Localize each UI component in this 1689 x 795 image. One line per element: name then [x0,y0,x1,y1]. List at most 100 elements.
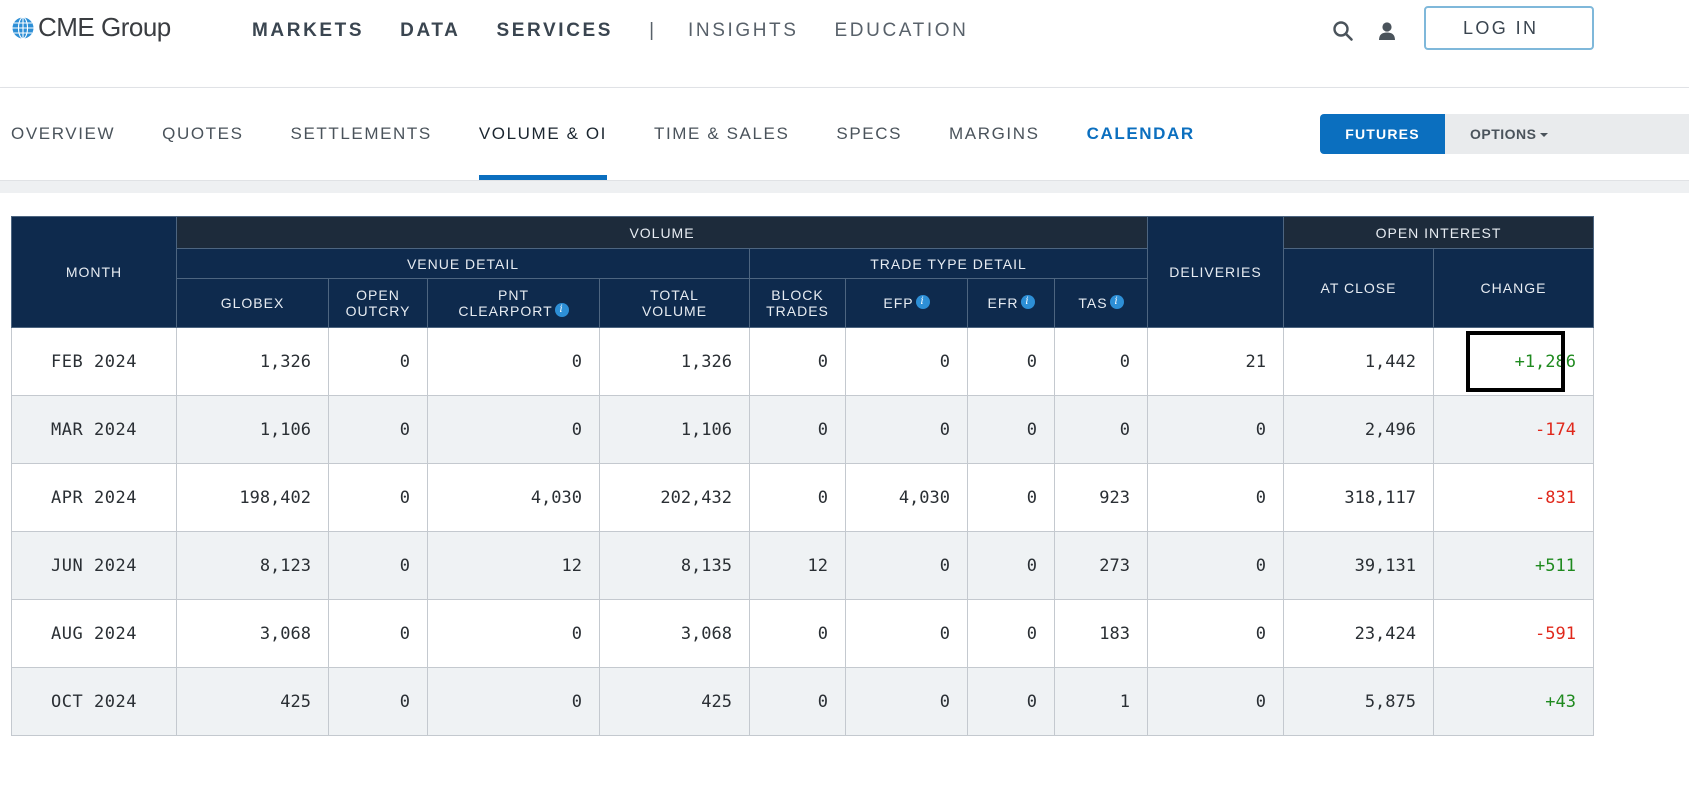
tab-specs[interactable]: SPECS [836,124,903,143]
caret-down-icon [1539,133,1548,138]
cell-block-trades: 0 [749,463,846,532]
col-block-line1: BLOCK [771,287,824,303]
cell-pnt-clearport: 4,030 [427,463,600,532]
table-row: FEB 2024 1,326 0 0 1,326 0 0 0 0 21 1,442 +1,286 [11,327,1594,396]
col-efp[interactable]: EFP i [845,278,968,328]
col-open-outcry-line2: OUTCRY [345,303,411,319]
cell-pnt-clearport: 0 [427,599,600,668]
cell-pnt-clearport: 0 [427,327,600,396]
col-pnt-clearport[interactable]: PNT CLEARPORT i [427,278,600,328]
cell-at-close: 318,117 [1283,463,1434,532]
info-icon[interactable]: i [915,295,930,309]
cell-total-volume: 3,068 [599,599,750,668]
cell-deliveries: 0 [1147,531,1284,600]
group-volume: VOLUME [176,216,1148,249]
cell-globex: 8,123 [176,531,329,600]
cell-efp: 0 [845,395,968,464]
cell-efr: 0 [967,327,1055,396]
nav-services[interactable]: SERVICES [496,20,614,41]
col-efr-label: EFR [987,295,1019,311]
cell-tas: 1 [1054,667,1148,736]
col-deliveries[interactable]: DELIVERIES [1147,216,1284,328]
cell-efr: 0 [967,395,1055,464]
nav-divider: | [649,20,654,41]
col-tas[interactable]: TAS i [1054,278,1148,328]
cell-efr: 0 [967,531,1055,600]
info-icon[interactable]: i [1020,295,1035,309]
nav-data[interactable]: DATA [400,20,461,41]
tab-overview[interactable]: OVERVIEW [11,124,116,143]
col-open-outcry[interactable]: OPEN OUTCRY [328,278,428,328]
cell-globex: 3,068 [176,599,329,668]
info-icon[interactable]: i [554,303,569,317]
cell-change: +1,286 [1433,327,1594,396]
cell-deliveries: 21 [1147,327,1284,396]
tab-volume-oi[interactable]: VOLUME & OI [478,88,608,180]
cell-total-volume: 425 [599,667,750,736]
user-icon[interactable] [1374,18,1400,44]
col-tas-label: TAS [1078,295,1108,311]
col-block-trades[interactable]: BLOCK TRADES [749,278,846,328]
brand-name: CME Group [38,12,171,42]
cell-at-close: 2,496 [1283,395,1434,464]
col-total-line1: TOTAL [650,287,699,303]
cme-logo[interactable]: CME Group [11,12,171,43]
cell-open-outcry: 0 [328,395,428,464]
cell-change: -591 [1433,599,1594,668]
cell-globex: 1,106 [176,395,329,464]
cell-open-outcry: 0 [328,327,428,396]
cell-total-volume: 202,432 [599,463,750,532]
cell-deliveries: 0 [1147,667,1284,736]
cell-at-close: 1,442 [1283,327,1434,396]
cell-tas: 273 [1054,531,1148,600]
cell-open-outcry: 0 [328,531,428,600]
cell-tas: 0 [1054,395,1148,464]
cell-open-outcry: 0 [328,667,428,736]
cell-total-volume: 1,106 [599,395,750,464]
cell-block-trades: 0 [749,599,846,668]
search-icon[interactable] [1330,18,1356,44]
cell-efp: 4,030 [845,463,968,532]
cell-change: +43 [1433,667,1594,736]
nav-markets[interactable]: MARKETS [252,20,365,41]
tab-time-sales[interactable]: TIME & SALES [653,124,790,143]
tab-settlements[interactable]: SETTLEMENTS [290,124,432,143]
table-row: MAR 2024 1,106 0 0 1,106 0 0 0 0 0 2,496 -174 [11,395,1594,464]
section-divider [0,181,1689,193]
cell-block-trades: 12 [749,531,846,600]
table-row: AUG 2024 3,068 0 0 3,068 0 0 0 183 0 23,424 -591 [11,599,1594,668]
cell-open-outcry: 0 [328,599,428,668]
table-row: OCT 2024 425 0 0 425 0 0 0 1 0 5,875 +43 [11,667,1594,736]
tab-margins[interactable]: MARGINS [949,124,1040,143]
tab-quotes[interactable]: QUOTES [162,124,244,143]
nav-insights[interactable]: INSIGHTS [688,20,799,41]
login-button[interactable]: LOG IN [1424,6,1594,50]
cell-open-outcry: 0 [328,463,428,532]
nav-education[interactable]: EDUCATION [834,20,969,41]
tab-calendar[interactable]: CALENDAR [1086,124,1195,143]
cell-efp: 0 [845,599,968,668]
cell-deliveries: 0 [1147,599,1284,668]
futures-toggle-button[interactable]: FUTURES [1320,114,1445,154]
col-efr[interactable]: EFR i [967,278,1055,328]
cell-block-trades: 0 [749,327,846,396]
cell-change: -174 [1433,395,1594,464]
volume-oi-table: MONTH VOLUME DELIVERIES OPEN INTEREST VE… [11,216,1594,736]
cell-month: OCT 2024 [11,667,177,736]
cell-pnt-clearport: 12 [427,531,600,600]
col-at-close[interactable]: AT CLOSE [1283,248,1434,328]
cell-block-trades: 0 [749,395,846,464]
options-dropdown-button[interactable]: OPTIONS [1445,114,1689,154]
col-change[interactable]: CHANGE [1433,248,1594,328]
col-pnt-line1: PNT [498,287,529,303]
options-label: OPTIONS [1470,126,1537,142]
col-total-volume[interactable]: TOTAL VOLUME [599,278,750,328]
table-body: FEB 2024 1,326 0 0 1,326 0 0 0 0 21 1,442 +1,286 MAR… [11,327,1594,736]
cell-month: APR 2024 [11,463,177,532]
cell-at-close: 5,875 [1283,667,1434,736]
col-month[interactable]: MONTH [11,216,177,328]
col-globex[interactable]: GLOBEX [176,278,329,328]
cell-efp: 0 [845,327,968,396]
cell-deliveries: 0 [1147,395,1284,464]
info-icon[interactable]: i [1109,295,1124,309]
